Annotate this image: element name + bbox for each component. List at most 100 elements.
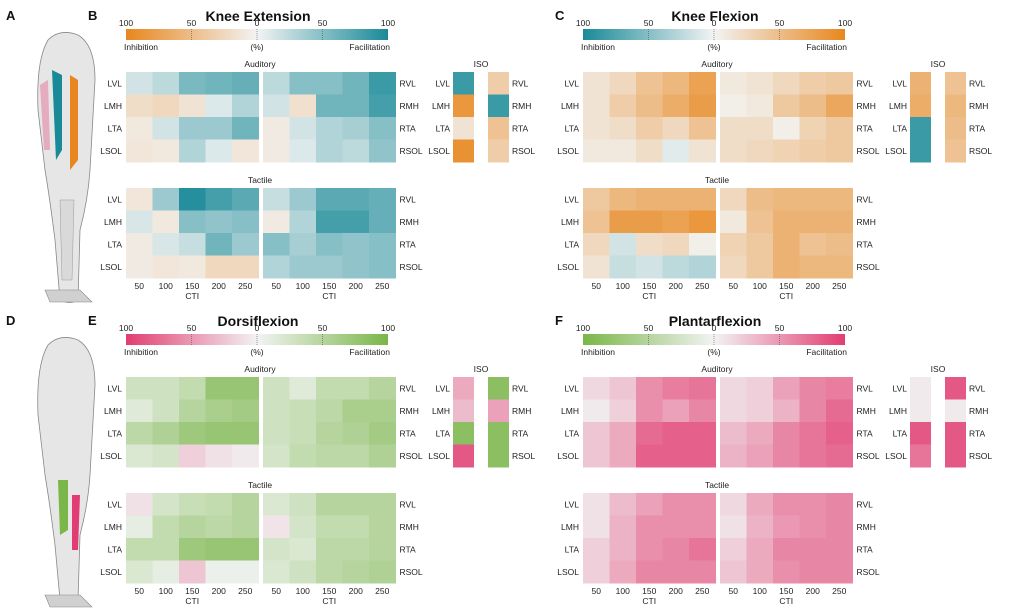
colorbar-unit-label: (%) xyxy=(707,42,720,52)
colorbar-tick-label: 50 xyxy=(644,18,654,28)
heatmap-cell-left xyxy=(179,399,206,423)
heatmap-cell-left xyxy=(152,210,180,234)
heatmap-cell-right xyxy=(746,560,774,584)
heatmap-cell-right xyxy=(263,72,290,95)
heatmap-cell-right xyxy=(263,377,290,400)
heatmap-cell-left xyxy=(232,399,259,423)
heatmap-cell-right xyxy=(826,493,853,516)
heatmap-cell-right xyxy=(369,538,396,561)
colorbar-tick-label: 50 xyxy=(187,18,197,28)
heatmap-cell-right xyxy=(316,399,343,423)
heatmap-cell-left xyxy=(689,422,716,445)
heatmap-cell-right xyxy=(720,139,747,163)
heatmap-cell-right xyxy=(342,117,370,140)
heatmap-cell-right xyxy=(826,117,853,140)
heatmap-cell-right xyxy=(799,422,827,445)
iso-cell-left xyxy=(453,444,474,468)
heatmap-cell-left xyxy=(205,139,233,163)
row-label-right: RMH xyxy=(400,522,419,532)
heatmap-cell-left xyxy=(662,255,690,279)
x-tick-label: 200 xyxy=(806,586,820,596)
heatmap-cell-right xyxy=(773,444,800,468)
heatmap-cell-right xyxy=(316,139,343,163)
heatmap-cell-right xyxy=(746,538,774,561)
heatmap-cell-left xyxy=(179,255,206,279)
heatmap-cell-left xyxy=(689,72,716,95)
heatmap-cell-right xyxy=(342,444,370,468)
heatmap-cell-right xyxy=(263,210,290,234)
heatmap-cell-right xyxy=(263,399,290,423)
heatmap-cell-left xyxy=(636,188,663,211)
row-label-left: LTA xyxy=(565,123,580,133)
iso-cell-left xyxy=(453,72,474,95)
row-label-right: RVL xyxy=(400,499,417,509)
x-tick-label: 250 xyxy=(238,586,252,596)
iso-row-label-right: RMH xyxy=(969,406,988,416)
iso-row-label-left: LMH xyxy=(889,406,907,416)
heatmap-cell-left xyxy=(179,515,206,539)
heatmap-cell-left xyxy=(583,117,610,140)
row-label-right: RTA xyxy=(857,544,874,554)
iso-row-label-left: LVL xyxy=(436,78,451,88)
heatmap-cell-right xyxy=(720,255,747,279)
iso-row-label-right: RSOL xyxy=(969,146,992,156)
row-label-right: RTA xyxy=(400,239,417,249)
colorbar-tick-label: 50 xyxy=(318,18,328,28)
heatmap-cell-right xyxy=(826,188,853,211)
heatmap-cell-right xyxy=(316,255,343,279)
heatmap-cell-right xyxy=(746,515,774,539)
heatmap-cell-right xyxy=(773,377,800,400)
row-label-right: RMH xyxy=(400,217,419,227)
x-tick-label: 250 xyxy=(695,586,709,596)
heatmap-cell-left xyxy=(662,94,690,118)
heatmap-cell-right xyxy=(289,210,317,234)
heatmap-cell-left xyxy=(609,72,637,95)
heatmap-cell-left xyxy=(152,444,180,468)
colorbar-tick-label: 50 xyxy=(775,323,785,333)
heatmap-cell-left xyxy=(179,94,206,118)
heatmap-cell-left xyxy=(205,210,233,234)
iso-cell-right xyxy=(945,94,966,118)
heatmap-cell-left xyxy=(636,117,663,140)
heatmap-cell-right xyxy=(289,422,317,445)
panel-title: Knee Extension xyxy=(205,8,310,24)
heatmap-cell-left xyxy=(609,94,637,118)
iso-row-label-left: LVL xyxy=(893,78,908,88)
row-label-left: LVL xyxy=(108,383,123,393)
heatmap-cell-right xyxy=(799,117,827,140)
heatmap-cell-left xyxy=(232,117,259,140)
heatmap-cell-left xyxy=(689,255,716,279)
heatmap-cell-left xyxy=(205,493,233,516)
section-label-tactile: Tactile xyxy=(248,175,272,185)
colorbar-unit-label: (%) xyxy=(250,347,263,357)
heatmap-cell-right xyxy=(773,233,800,256)
row-label-left: LMH xyxy=(561,522,579,532)
heatmap-cell-right xyxy=(773,515,800,539)
heatmap-cell-left xyxy=(583,94,610,118)
heatmap-cell-right xyxy=(342,72,370,95)
x-tick-label: 50 xyxy=(729,281,739,291)
x-tick-label: 200 xyxy=(669,281,683,291)
heatmap-cell-right xyxy=(263,188,290,211)
heatmap-cell-left xyxy=(152,399,180,423)
iso-row-label-left: LMH xyxy=(432,406,450,416)
heatmap-cell-left xyxy=(662,422,690,445)
heatmap-cell-left xyxy=(689,493,716,516)
iso-cell-left xyxy=(910,444,931,468)
heatmap-cell-left xyxy=(583,538,610,561)
heatmap-cell-left xyxy=(689,188,716,211)
iso-cell-left xyxy=(910,377,931,400)
colorbar-facilitation-label: Facilitation xyxy=(349,42,390,52)
heatmap-cell-left xyxy=(232,377,259,400)
heatmap-cell-left xyxy=(609,139,637,163)
knee-extensor-muscle xyxy=(52,70,62,160)
row-label-left: LVL xyxy=(565,194,580,204)
colorbar-tick-label: 100 xyxy=(576,323,590,333)
heatmap-cell-left xyxy=(232,94,259,118)
iso-row-label-left: LSOL xyxy=(885,146,907,156)
row-label-right: RVL xyxy=(857,194,874,204)
heatmap-cell-right xyxy=(799,94,827,118)
heatmap-cell-right xyxy=(289,399,317,423)
iso-label: ISO xyxy=(931,364,946,374)
